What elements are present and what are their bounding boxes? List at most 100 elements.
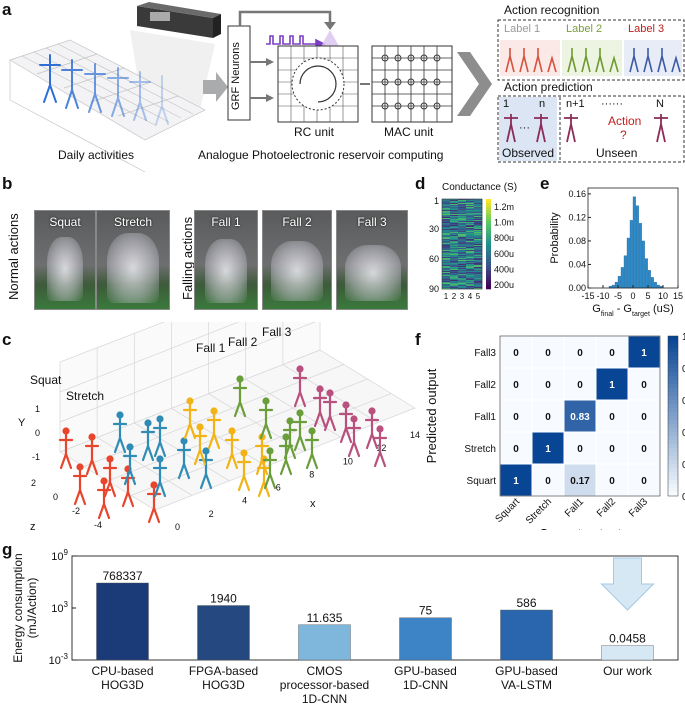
heatmap-cell xyxy=(442,217,451,219)
heatmap-cell xyxy=(458,247,467,249)
colorbar-tick-label: 200u xyxy=(494,280,514,290)
colorbar-cell xyxy=(486,250,491,254)
x-axis-label-part: target xyxy=(632,311,650,318)
panel-label-e: e xyxy=(540,174,550,193)
skeleton-head xyxy=(296,365,304,373)
heatmap-cell xyxy=(450,256,459,258)
panel-label-g: g xyxy=(2,540,13,559)
heatmap-cell xyxy=(450,230,459,232)
frame-1-label: 1 xyxy=(503,98,510,110)
colorbar-tick-label: 600u xyxy=(494,249,514,259)
y-tick-label: 1 xyxy=(35,404,40,414)
skeleton-leg xyxy=(147,506,156,524)
y-axis-label: (mJ/Action) xyxy=(25,578,39,639)
heatmap-cell xyxy=(466,213,475,215)
skeleton-leg xyxy=(344,426,353,444)
matrix-cell-label: 0 xyxy=(513,380,519,391)
y-tick-exponent: 3 xyxy=(64,600,69,609)
heatmap-cell xyxy=(474,218,483,220)
action-skeleton-group xyxy=(58,427,162,524)
skeleton-head xyxy=(240,449,248,457)
heatmap-cell xyxy=(458,287,467,289)
heatmap-cell xyxy=(450,274,459,276)
heatmap-cell xyxy=(474,205,483,207)
x-tick-label: -5 xyxy=(614,291,622,301)
action-skeleton-group xyxy=(112,411,214,498)
colorbar-tick-label: 0.6 xyxy=(682,396,685,407)
heatmap-cell xyxy=(442,271,451,273)
skeleton-leg xyxy=(183,422,192,440)
heatmap-cell xyxy=(474,266,483,268)
skeleton-head xyxy=(342,401,350,409)
heatmap-cell xyxy=(450,275,459,277)
reservoir-caption: Analogue Photoelectronic reservoir compu… xyxy=(198,148,444,162)
heatmap-cell xyxy=(458,204,467,206)
heatmap-cell xyxy=(458,199,467,201)
heatmap-cell xyxy=(442,259,451,261)
heatmap-cell xyxy=(458,202,467,204)
panel-label-a: a xyxy=(2,0,12,19)
heatmap-cell xyxy=(474,233,483,235)
rc-unit-label: RC unit xyxy=(294,125,335,139)
heatmap-cell xyxy=(474,231,483,233)
skeleton-leg xyxy=(268,472,277,490)
heatmap-cell xyxy=(466,224,475,226)
heatmap-cell xyxy=(442,221,451,223)
heatmap-cell xyxy=(458,248,467,250)
colorbar-cell xyxy=(486,201,491,204)
heatmap-cell xyxy=(450,246,459,248)
heatmap-cell xyxy=(466,248,475,250)
heatmap-cell xyxy=(450,286,459,288)
histogram-bar xyxy=(626,237,630,289)
heatmap-cell xyxy=(458,244,467,246)
heatmap-cell xyxy=(442,244,451,246)
histogram-bar xyxy=(638,223,642,289)
colorbar-cell xyxy=(668,476,678,481)
colorbar-cell xyxy=(486,203,491,207)
heatmap-cell xyxy=(450,285,459,287)
colorbar-cell xyxy=(668,388,678,393)
skeleton-leg xyxy=(323,414,332,432)
heatmap-cell xyxy=(474,274,483,276)
heatmap-cell xyxy=(466,241,475,243)
heatmap-cell xyxy=(442,286,451,288)
x-tick-label: 12 xyxy=(376,443,386,453)
heatmap-cell xyxy=(450,252,459,254)
heatmap-cell xyxy=(466,268,475,270)
heatmap-cell xyxy=(466,266,475,268)
heatmap-cell xyxy=(466,202,475,204)
heatmap-cell xyxy=(474,210,483,212)
histogram-bar xyxy=(629,220,633,289)
heatmap-cell xyxy=(442,233,451,235)
heatmap-cell xyxy=(474,234,483,236)
heatmap-cell xyxy=(458,229,467,231)
heatmap-cell xyxy=(442,253,451,255)
heatmap-cell xyxy=(442,234,451,236)
photo-fall-2: Fall 2 xyxy=(262,210,332,310)
heatmap-cell xyxy=(474,214,483,216)
z-tick-label: 0 xyxy=(53,492,58,502)
heatmap-cell xyxy=(450,259,459,261)
heatmap-cell xyxy=(474,255,483,257)
colorbar-tick-label: 0.4 xyxy=(682,428,685,439)
heatmap-cell xyxy=(466,269,475,271)
matrix-cell-label: 0.83 xyxy=(570,412,590,423)
heatmap-cell xyxy=(466,226,475,228)
colorbar-cell xyxy=(668,360,678,365)
heatmap-cell xyxy=(458,281,467,283)
heatmap-cell xyxy=(450,245,459,247)
heatmap-cell xyxy=(458,230,467,232)
heatmap-cell xyxy=(466,263,475,265)
x-tick-label: 4 xyxy=(242,496,247,506)
heatmap-cell xyxy=(458,276,467,278)
colorbar-cell xyxy=(668,376,678,381)
heatmap-cell xyxy=(458,284,467,286)
heatmap-cell xyxy=(458,278,467,280)
heatmap-cell xyxy=(466,261,475,263)
skeleton-leg xyxy=(73,488,82,506)
heatmap-cell xyxy=(450,215,459,217)
heatmap-cell xyxy=(450,200,459,202)
heatmap-cell xyxy=(458,228,467,230)
heatmap-cell xyxy=(450,249,459,251)
heatmap-cell xyxy=(474,285,483,287)
